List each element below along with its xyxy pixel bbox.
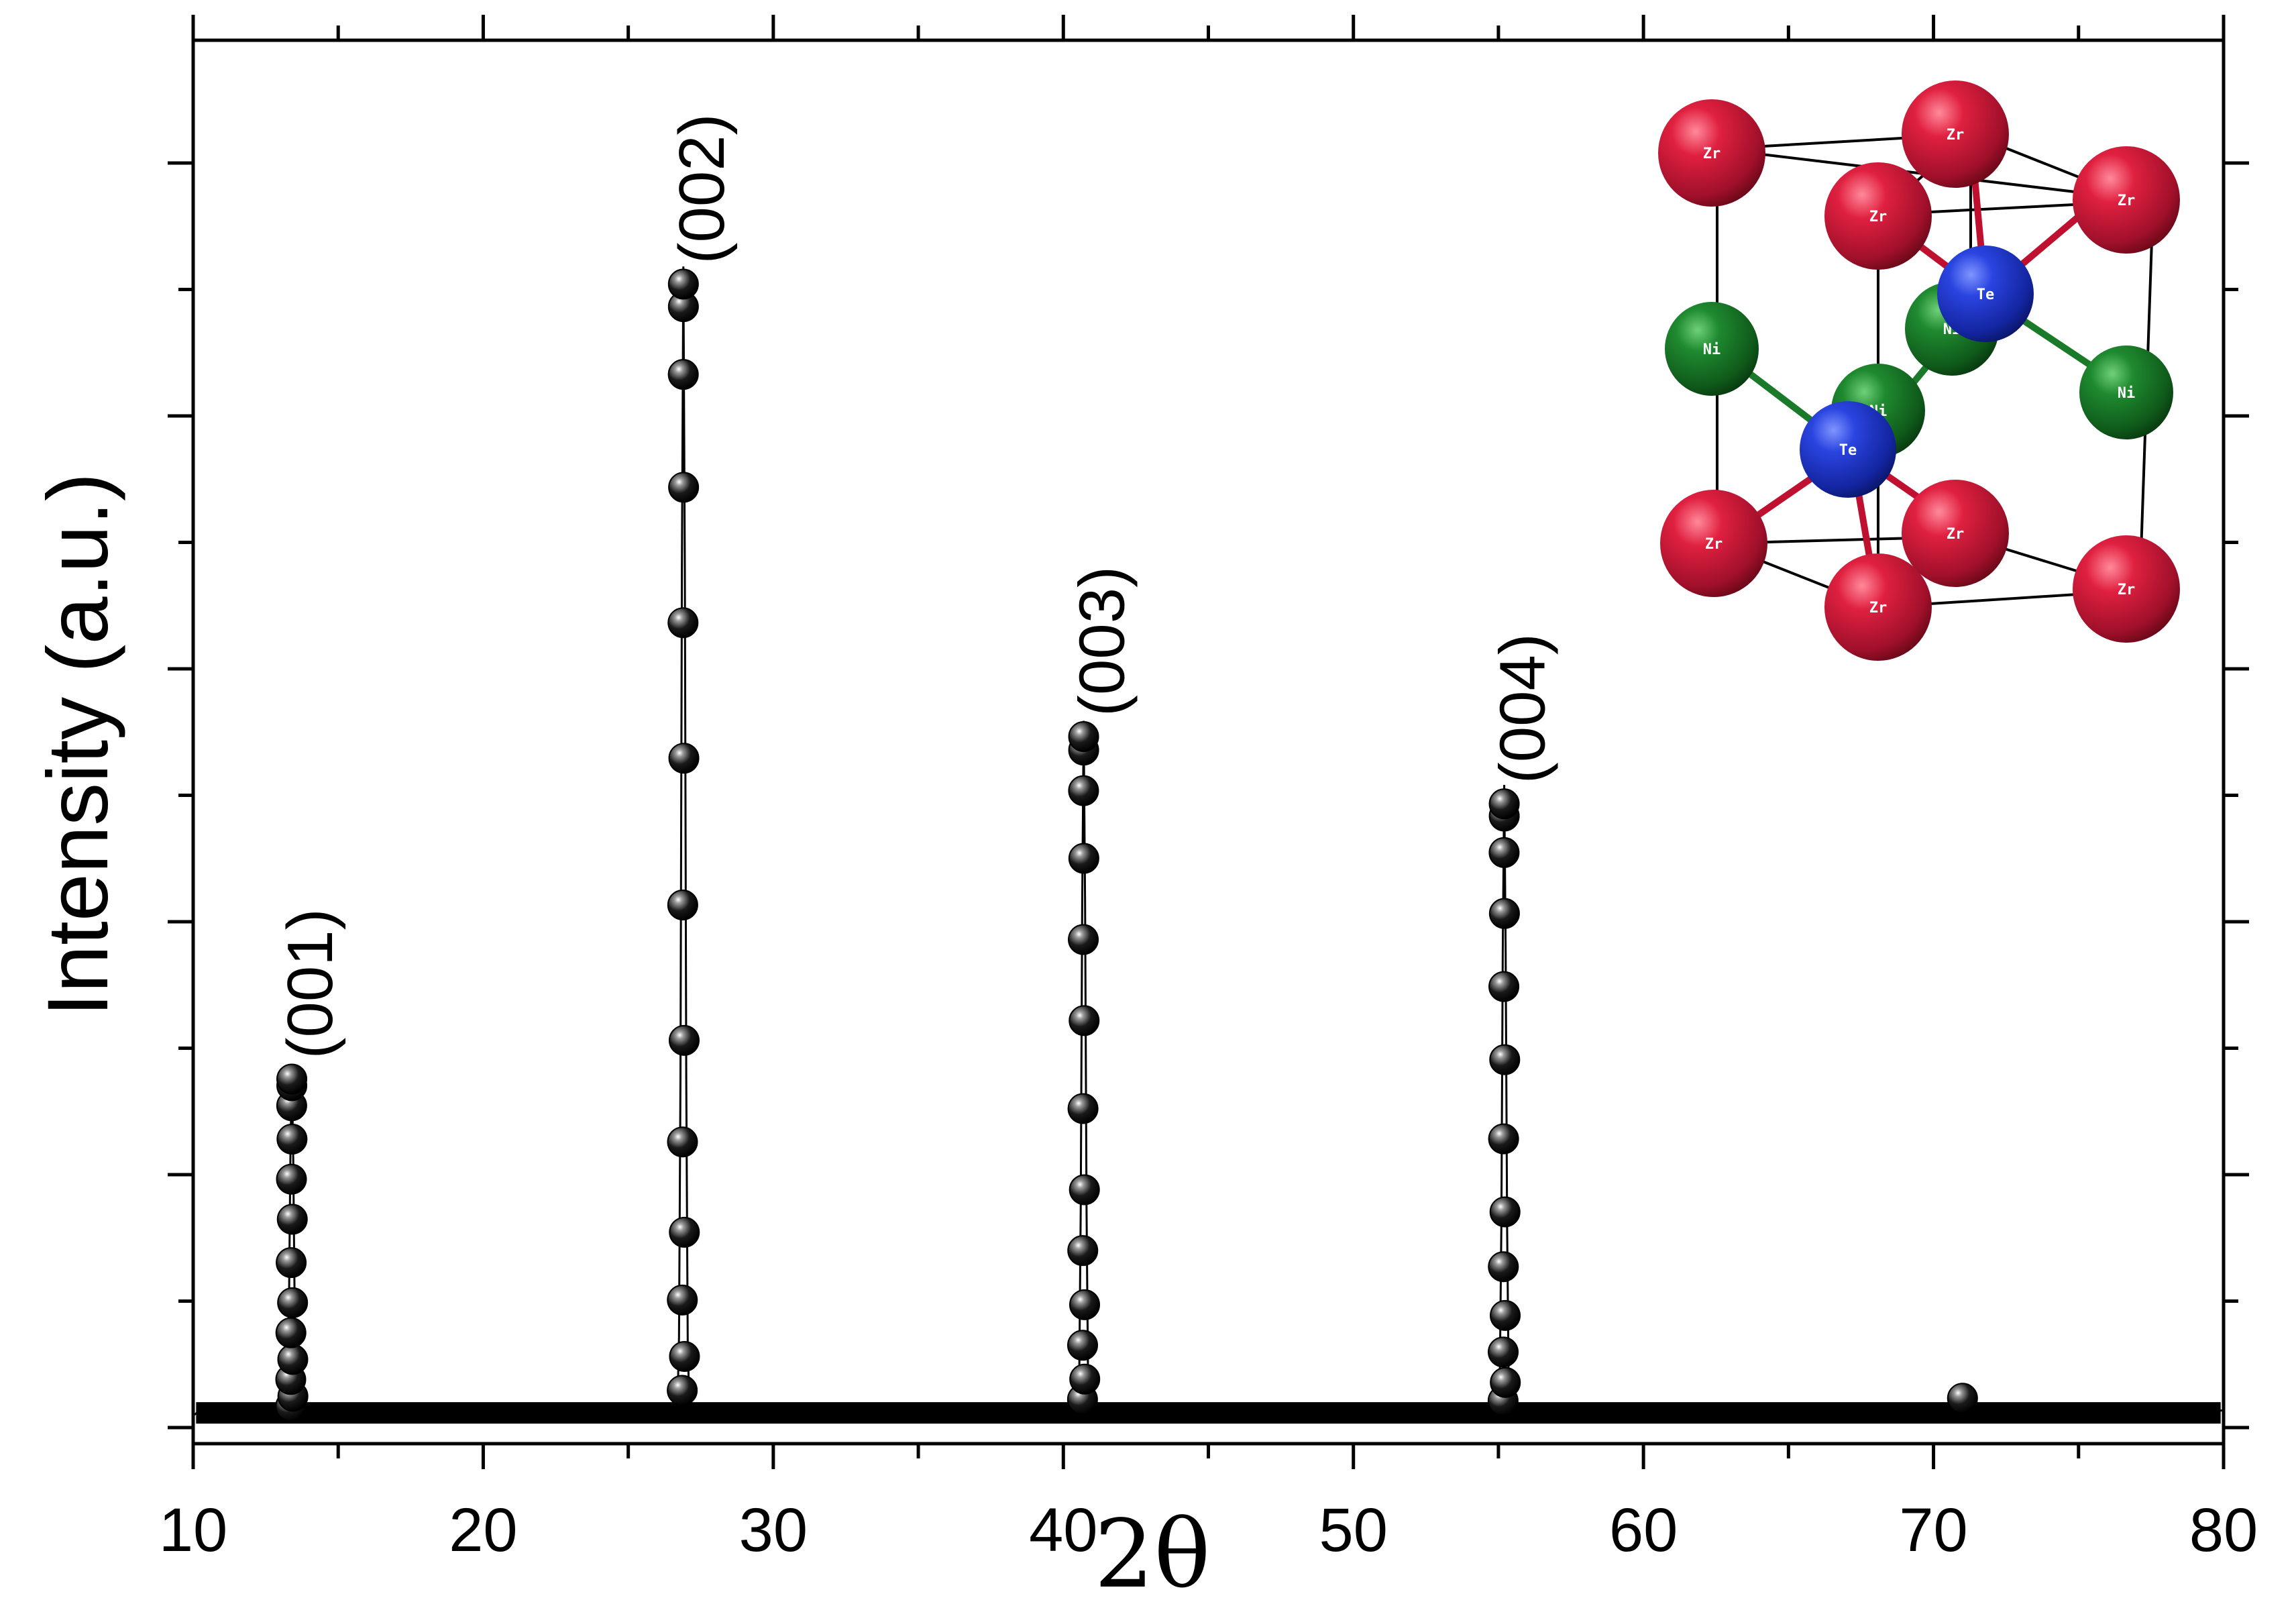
data-point — [276, 1204, 308, 1235]
x-tick-label: 50 — [1319, 1496, 1388, 1564]
atom-label: Zr — [1705, 536, 1723, 553]
data-point — [667, 607, 699, 639]
data-point — [1489, 1196, 1521, 1228]
peak-label: (003) — [1067, 566, 1138, 716]
atom-label: Zr — [2118, 582, 2136, 598]
data-point — [667, 268, 699, 300]
data-point — [275, 1317, 307, 1348]
data-point — [668, 1024, 700, 1056]
atom-zr — [2073, 535, 2180, 643]
x-tick-label: 30 — [739, 1496, 808, 1564]
data-point — [667, 1126, 698, 1158]
y-axis-ticks — [168, 161, 2249, 1430]
data-point — [1069, 1363, 1101, 1395]
atom-label: Te — [1839, 442, 1857, 459]
data-point — [276, 1124, 308, 1155]
data-point — [1947, 1383, 1978, 1414]
atom-zr — [1824, 162, 1932, 270]
data-point — [277, 1344, 309, 1375]
data-point — [667, 889, 698, 920]
baseline-band — [196, 1402, 2221, 1424]
data-point — [1488, 1251, 1519, 1283]
x-axis-title: 2θ — [1094, 1500, 1210, 1604]
series-line — [193, 266, 2224, 1419]
atom-te — [1800, 401, 1896, 498]
data-point — [1488, 898, 1520, 929]
data-point — [1069, 1289, 1101, 1320]
data-point — [667, 359, 699, 390]
data-point — [1488, 1336, 1519, 1368]
data-point — [1068, 843, 1099, 874]
atom-label: Zr — [1947, 127, 1965, 144]
data-point — [276, 1247, 307, 1279]
atom-label: Zr — [1703, 146, 1721, 162]
data-point — [1068, 775, 1099, 806]
x-tick-label: 40 — [1029, 1496, 1097, 1564]
series-path — [193, 266, 2224, 1419]
data-point — [1069, 1005, 1100, 1036]
data-point — [669, 1340, 700, 1372]
peak-label: (002) — [666, 113, 738, 264]
atom-label: Ni — [2118, 385, 2136, 402]
data-point — [1488, 837, 1520, 868]
data-point — [1068, 721, 1099, 753]
atom-zr — [1660, 490, 1767, 597]
data-point — [1067, 1330, 1098, 1361]
peak-labels: (001) (002) (003) (004) — [274, 113, 1559, 1059]
data-point — [668, 472, 700, 503]
atom-ni — [2079, 345, 2173, 439]
data-point — [1488, 971, 1520, 1002]
x-tick-label: 20 — [449, 1496, 517, 1564]
data-point — [277, 1287, 309, 1318]
x-tick-label: 10 — [159, 1496, 227, 1564]
atom-label: Zr — [1869, 209, 1888, 225]
data-point — [1069, 1174, 1100, 1206]
atom-label: Zr — [1869, 600, 1888, 617]
data-point — [1067, 1235, 1099, 1267]
x-tick-label: 70 — [1899, 1496, 1967, 1564]
atom-zr — [1658, 99, 1765, 207]
atom-zr — [1902, 480, 2009, 587]
data-point — [667, 1375, 698, 1406]
baseline-data-band — [196, 1402, 2221, 1424]
series-points — [275, 268, 1978, 1422]
atom-te — [1937, 246, 2034, 342]
x-axis-ticks — [191, 15, 2226, 1469]
data-point — [1488, 788, 1520, 820]
data-point — [1488, 1123, 1519, 1155]
atom-label: Zr — [1947, 526, 1965, 543]
atom-zr — [1824, 553, 1932, 661]
data-point — [668, 743, 700, 774]
x-tick-label: 80 — [2189, 1496, 2258, 1564]
peak-label: (001) — [274, 908, 346, 1059]
data-point — [1490, 1367, 1521, 1398]
data-point — [669, 1216, 700, 1248]
data-point — [276, 1063, 308, 1095]
peak-label: (004) — [1487, 633, 1559, 784]
atom-ni — [1665, 302, 1759, 396]
data-point — [276, 1163, 307, 1195]
data-point — [1490, 1299, 1521, 1331]
atom-label: Te — [1977, 286, 1995, 303]
data-point — [1489, 1044, 1521, 1075]
atom-label: Ni — [1703, 341, 1721, 358]
atom-zr — [1902, 81, 2009, 188]
x-tick-label: 60 — [1609, 1496, 1678, 1564]
data-point — [1068, 924, 1099, 955]
atom-zr — [2073, 146, 2180, 254]
data-point — [1067, 1093, 1099, 1124]
y-axis-title: Intensity (a.u.) — [30, 473, 126, 1017]
x-axis-tick-labels: 10 20 30 40 50 60 70 80 — [159, 1496, 2258, 1564]
data-point — [667, 1284, 698, 1316]
atom-label: Zr — [2118, 193, 2136, 209]
